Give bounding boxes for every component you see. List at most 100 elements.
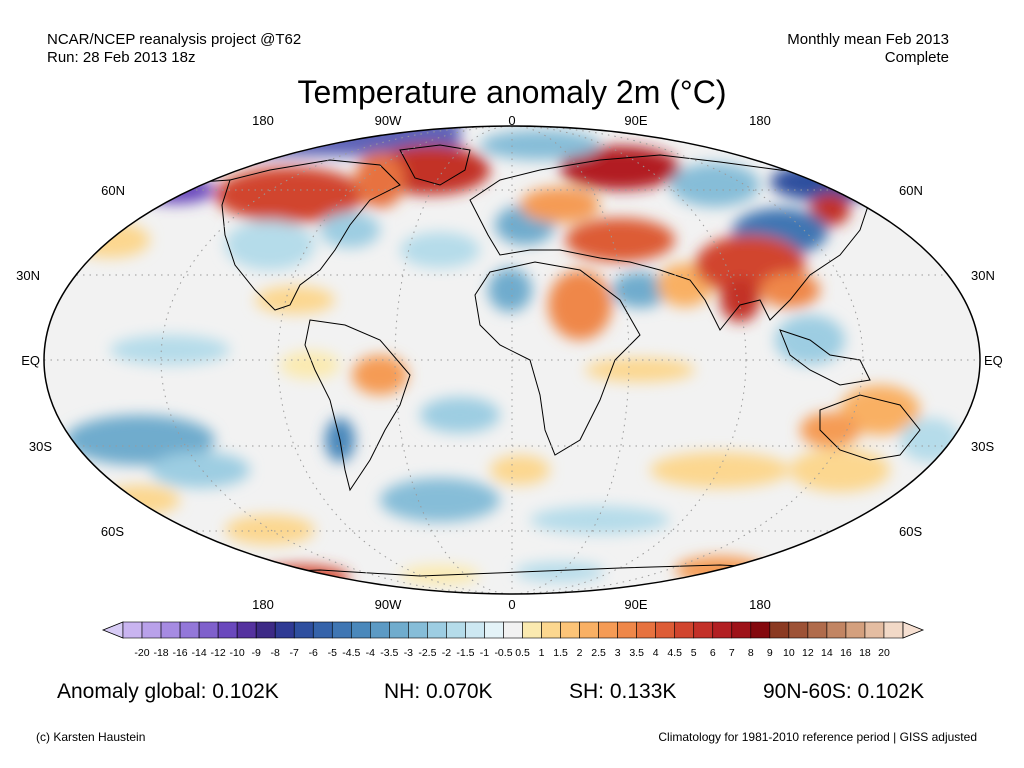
lat-label-left-4: 60S: [101, 524, 124, 539]
colorbar-swatch: [446, 621, 466, 639]
colorbar-tick-label: 14: [821, 647, 833, 659]
colorbar-tick-label: -2.5: [418, 647, 436, 659]
colorbar-swatch: [141, 621, 162, 639]
colorbar-tick-label: 20: [878, 647, 890, 659]
lat-label-right-0: 60N: [899, 183, 923, 198]
colorbar-tick-label: 18: [859, 647, 871, 659]
colorbar-swatch: [312, 621, 333, 639]
map-title: Temperature anomaly 2m (°C): [297, 74, 727, 110]
colorbar-swatch: [617, 621, 637, 639]
anomaly-sh: SH: 0.133K: [569, 680, 677, 703]
colorbar-tick-label: 1.5: [553, 647, 568, 659]
lon-labels-top: 180 90W 0 90E 180: [252, 113, 771, 128]
lon-label-top-2: 0: [508, 113, 515, 128]
lon-label-top-1: 90W: [375, 113, 402, 128]
period-label: Monthly mean Feb 2013: [787, 31, 949, 48]
colorbar-swatch: [179, 621, 200, 639]
lat-label-right-1: 30N: [971, 268, 995, 283]
lat-label-right-3: 30S: [971, 439, 994, 454]
lat-label-left-1: 30N: [16, 268, 40, 283]
colorbar-tick-label: -12: [211, 647, 226, 659]
lon-label-bottom-4: 180: [749, 597, 771, 612]
australia-outline: [819, 394, 921, 461]
colorbar-tick-label: 0.5: [515, 647, 530, 659]
lon-label-bottom-1: 90W: [375, 597, 402, 612]
colorbar-swatch: [712, 621, 733, 639]
colorbar-tick-label: -18: [153, 647, 168, 659]
colorbar-tick-label: 12: [802, 647, 814, 659]
colorbar-tick-label: -1: [480, 647, 489, 659]
colorbar-tick-label: 4.5: [667, 647, 682, 659]
colorbar-swatch: [331, 621, 352, 639]
colorbar-tick-label: -2: [442, 647, 451, 659]
colorbar-tick-label: -10: [230, 647, 245, 659]
colorbar-tick-label: -1.5: [456, 647, 474, 659]
lon-line-90: [277, 126, 747, 594]
colorbar-tick-label: -16: [172, 647, 187, 659]
colorbar-swatch: [350, 621, 371, 639]
colorbar-tick-label: 7: [729, 647, 735, 659]
colorbar-tick-label: 16: [840, 647, 852, 659]
colorbar-swatch: [750, 621, 771, 639]
colorbar-swatch: [522, 621, 542, 639]
colorbar-swatch: [389, 621, 409, 639]
colorbar-tick-label: 9: [767, 647, 773, 659]
lat-label-left-0: 60N: [101, 183, 125, 198]
colorbar-swatch: [293, 621, 314, 639]
colorbar-swatch: [731, 621, 752, 639]
colorbar-tick-label: -8: [271, 647, 280, 659]
eurasia-outline: [469, 154, 871, 331]
colorbar-tick-label: 3.5: [629, 647, 644, 659]
colorbar-swatch: [160, 621, 181, 639]
colorbar-tick-label: 5: [691, 647, 697, 659]
lon-label-top-3: 90E: [624, 113, 647, 128]
colorbar-swatch: [484, 621, 504, 639]
colorbar-tick-label: -0.5: [494, 647, 512, 659]
greenland-outline: [399, 144, 471, 186]
colorbar-swatch: [674, 621, 695, 639]
copyright: (c) Karsten Haustein: [36, 730, 146, 744]
colorbar-tick-label: 10: [783, 647, 795, 659]
colorbar-swatch: [883, 621, 904, 639]
colorbar-tick-label: -4.5: [342, 647, 360, 659]
lon-label-bottom-3: 90E: [624, 597, 647, 612]
period-info: Monthly mean Feb 2013 Complete: [787, 31, 949, 67]
colorbar-swatch: [807, 621, 828, 639]
lon-line-45: [394, 126, 630, 594]
colorbar-swatch: [408, 621, 428, 639]
colorbar-tick-label: 4: [653, 647, 659, 659]
africa-outline: [474, 261, 641, 456]
anomaly-polar: 90N-60S: 0.102K: [763, 680, 925, 703]
colorbar-tick-label: -3.5: [380, 647, 398, 659]
lat-labels-right: 60N 30N EQ 30S 60S: [899, 183, 1003, 539]
colorbar-tick-label: -7: [290, 647, 299, 659]
lon-label-bottom-2: 0: [508, 597, 515, 612]
colorbar-swatch: [826, 621, 847, 639]
lat-labels-left: 60N 30N EQ 30S 60S: [16, 183, 125, 539]
colorbar-swatch: [560, 621, 580, 639]
colorbar-swatch: [217, 621, 238, 639]
lon-label-bottom-0: 180: [252, 597, 274, 612]
lat-label-right-4: 60S: [899, 524, 922, 539]
map-field: [44, 126, 980, 594]
lon-label-top-4: 180: [749, 113, 771, 128]
colorbar-tick-label: 2.5: [591, 647, 606, 659]
colorbar-swatch: [845, 621, 866, 639]
colorbar-swatch: [503, 621, 523, 639]
south-america-outline: [304, 319, 411, 492]
lon-label-top-0: 180: [252, 113, 274, 128]
colorbar-swatch: [541, 621, 561, 639]
climatology-note: Climatology for 1981-2010 reference peri…: [658, 730, 977, 744]
colorbar-swatch: [370, 621, 390, 639]
colorbar-tick-label: -3: [404, 647, 413, 659]
colorbar-swatch: [579, 621, 599, 639]
colorbar-swatch: [769, 621, 790, 639]
north-america-outline: [221, 159, 401, 311]
colorbar-swatch: [693, 621, 714, 639]
colorbar-swatch: [122, 621, 143, 639]
lat-label-left-2: EQ: [21, 353, 40, 368]
colorbar-tick-label: -4: [366, 647, 375, 659]
colorbar-swatch: [427, 621, 447, 639]
colorbar-swatch: [788, 621, 809, 639]
colorbar-swatch: [236, 621, 257, 639]
